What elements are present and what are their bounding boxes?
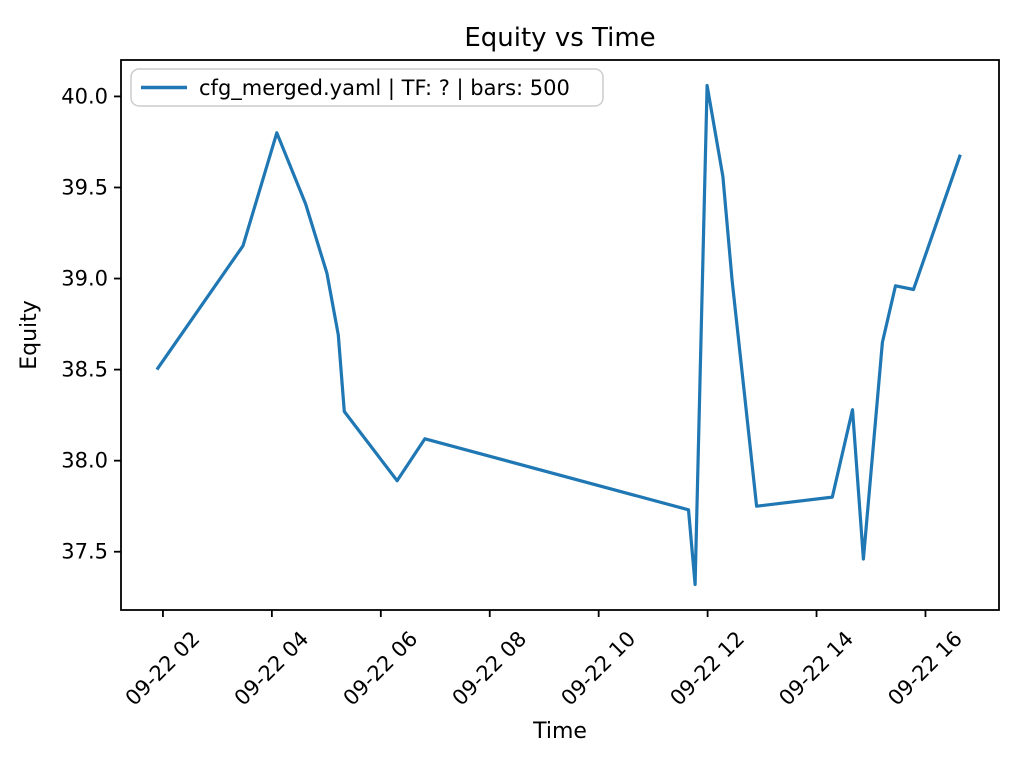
legend: cfg_merged.yaml | TF: ? | bars: 500 [130,68,604,107]
series-layer [155,83,962,587]
x-tick-label: 09-22 04 [230,627,314,711]
x-tick-label: 09-22 06 [339,627,423,711]
axis-layer: 09-22 02 09-22 04 09-22 06 09-22 08 09-22 10… [61,59,1000,711]
x-tick-label: 09-22 12 [665,627,749,711]
y-tick-label: 39.0 [61,267,108,291]
x-tick-label: 09-22 16 [883,627,967,711]
y-tick-label: 37.5 [61,540,108,564]
equity-line [155,83,962,587]
x-tick-label: 09-22 10 [556,627,640,711]
y-tick-label: 40.0 [61,84,108,108]
x-tick-label: 09-22 08 [448,627,532,711]
y-axis-label: Equity [17,300,42,370]
plot-border [120,59,1000,611]
legend-entry-label: cfg_merged.yaml | TF: ? | bars: 500 [199,76,570,101]
x-axis-label: Time [532,719,587,744]
y-tick-label: 39.5 [61,175,108,199]
x-tick-label: 09-22 02 [121,627,205,711]
x-tick-label: 09-22 14 [774,627,858,711]
y-tick-label: 38.0 [61,449,108,473]
chart-title: Equity vs Time [464,23,655,53]
y-tick-label: 38.5 [61,358,108,382]
legend-box [130,68,604,107]
